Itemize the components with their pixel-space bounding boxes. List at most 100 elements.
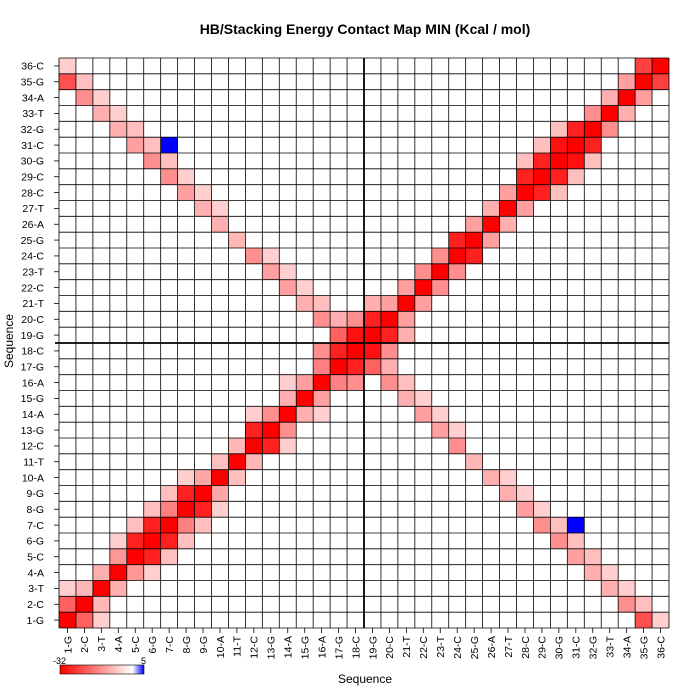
- heatmap-cell: [109, 422, 127, 438]
- heatmap-cell: [109, 406, 127, 423]
- heatmap-cell: [177, 295, 195, 312]
- heatmap-cell: [414, 184, 432, 201]
- heatmap-cell: [550, 58, 568, 74]
- heatmap-cell: [584, 469, 602, 486]
- heatmap-cell: [313, 406, 331, 423]
- heatmap-cell: [533, 453, 551, 470]
- heatmap-cell: [296, 533, 314, 549]
- heatmap-cell: [143, 200, 161, 217]
- x-tick-label: 5-C: [130, 636, 142, 653]
- heatmap-cell: [414, 533, 432, 549]
- heatmap-cell: [482, 485, 500, 502]
- heatmap-cell: [245, 184, 263, 201]
- heatmap-cell: [211, 105, 229, 122]
- y-tick-labels: 1-G 2-C 3-T 4-A 5-C 6-G 7-C 8-G 9-G 10-A 11-T 12-C 1…: [21, 61, 59, 627]
- heatmap-cell: [194, 358, 212, 375]
- heatmap-cell: [584, 73, 602, 90]
- heatmap-cell: [584, 216, 602, 233]
- heatmap-cell: [465, 200, 483, 217]
- heatmap-cell: [262, 564, 280, 581]
- heatmap-cell: [567, 327, 585, 343]
- heatmap-cell: [160, 612, 178, 628]
- heatmap-cell: [618, 358, 636, 375]
- heatmap-cell: [109, 89, 127, 106]
- heatmap-cell: [347, 406, 364, 423]
- heatmap-cell: [499, 184, 517, 201]
- heatmap-cell: [228, 612, 246, 628]
- heatmap-cell: [364, 232, 381, 248]
- heatmap-cell: [59, 469, 76, 486]
- heatmap-cell: [380, 469, 398, 486]
- heatmap-cell: [652, 517, 669, 533]
- heatmap-cell: [330, 390, 348, 407]
- heatmap-cell: [533, 168, 551, 185]
- heatmap-cell: [635, 533, 653, 549]
- heatmap-cell: [313, 612, 331, 628]
- y-tick-label: 1-G: [26, 615, 44, 627]
- heatmap-cell: [448, 232, 466, 248]
- heatmap-cell: [92, 263, 110, 280]
- heatmap-cell: [414, 485, 432, 502]
- heatmap-cell: [211, 406, 229, 423]
- heatmap-cell: [584, 168, 602, 185]
- heatmap-cell: [143, 153, 161, 169]
- heatmap-cell: [499, 153, 517, 169]
- heatmap-cell: [177, 548, 195, 565]
- heatmap-cell: [516, 374, 534, 391]
- heatmap-cell: [296, 105, 314, 122]
- heatmap-cell: [330, 58, 348, 74]
- heatmap-cell: [160, 438, 178, 454]
- heatmap-cell: [92, 517, 110, 533]
- heatmap-cell: [550, 200, 568, 217]
- heatmap-cell: [584, 263, 602, 280]
- heatmap-cell: [397, 248, 415, 264]
- heatmap-cell: [194, 406, 212, 423]
- heatmap-cell: [516, 153, 534, 169]
- heatmap-cell: [414, 548, 432, 565]
- heatmap-cell: [380, 200, 398, 217]
- heatmap-cell: [550, 216, 568, 233]
- heatmap-cell: [296, 279, 314, 296]
- heatmap-cell: [448, 168, 466, 185]
- heatmap-cell: [262, 137, 280, 153]
- heatmap-cell: [313, 89, 331, 106]
- heatmap-cell: [397, 422, 415, 438]
- heatmap-cell: [431, 438, 449, 454]
- heatmap-cell: [482, 564, 500, 581]
- heatmap-cell: [330, 485, 348, 502]
- heatmap-cell: [635, 295, 653, 312]
- heatmap-cell: [228, 89, 246, 106]
- heatmap-cell: [601, 73, 619, 90]
- heatmap-cell: [601, 596, 619, 613]
- heatmap-cell: [177, 263, 195, 280]
- heatmap-cell: [431, 232, 449, 248]
- heatmap-cell: [75, 311, 93, 328]
- x-tick-label: 22-C: [418, 636, 430, 659]
- heatmap-cell: [567, 517, 585, 533]
- heatmap-cell: [177, 358, 195, 375]
- heatmap-cell: [618, 564, 636, 581]
- heatmap-cell: [550, 311, 568, 328]
- x-tick-label: 28-C: [520, 636, 532, 659]
- heatmap-cell: [431, 390, 449, 407]
- heatmap-cell: [465, 564, 483, 581]
- heatmap-cell: [448, 137, 466, 153]
- heatmap-cell: [143, 279, 161, 296]
- y-tick-label: 34-A: [22, 92, 44, 104]
- heatmap-cell: [211, 580, 229, 597]
- heatmap-cell: [652, 121, 669, 138]
- heatmap-cell: [245, 263, 263, 280]
- heatmap-cell: [228, 105, 246, 122]
- heatmap-cell: [618, 343, 636, 359]
- heatmap-cell: [313, 390, 331, 407]
- heatmap-cell: [313, 517, 331, 533]
- heatmap-cell: [618, 422, 636, 438]
- heatmap-cell: [245, 453, 263, 470]
- heatmap-cell: [533, 374, 551, 391]
- heatmap-cell: [126, 374, 144, 391]
- heatmap-cell: [228, 533, 246, 549]
- heatmap-cell: [380, 501, 398, 518]
- heatmap-cell: [431, 153, 449, 169]
- heatmap-cell: [211, 73, 229, 90]
- heatmap-cell: [143, 453, 161, 470]
